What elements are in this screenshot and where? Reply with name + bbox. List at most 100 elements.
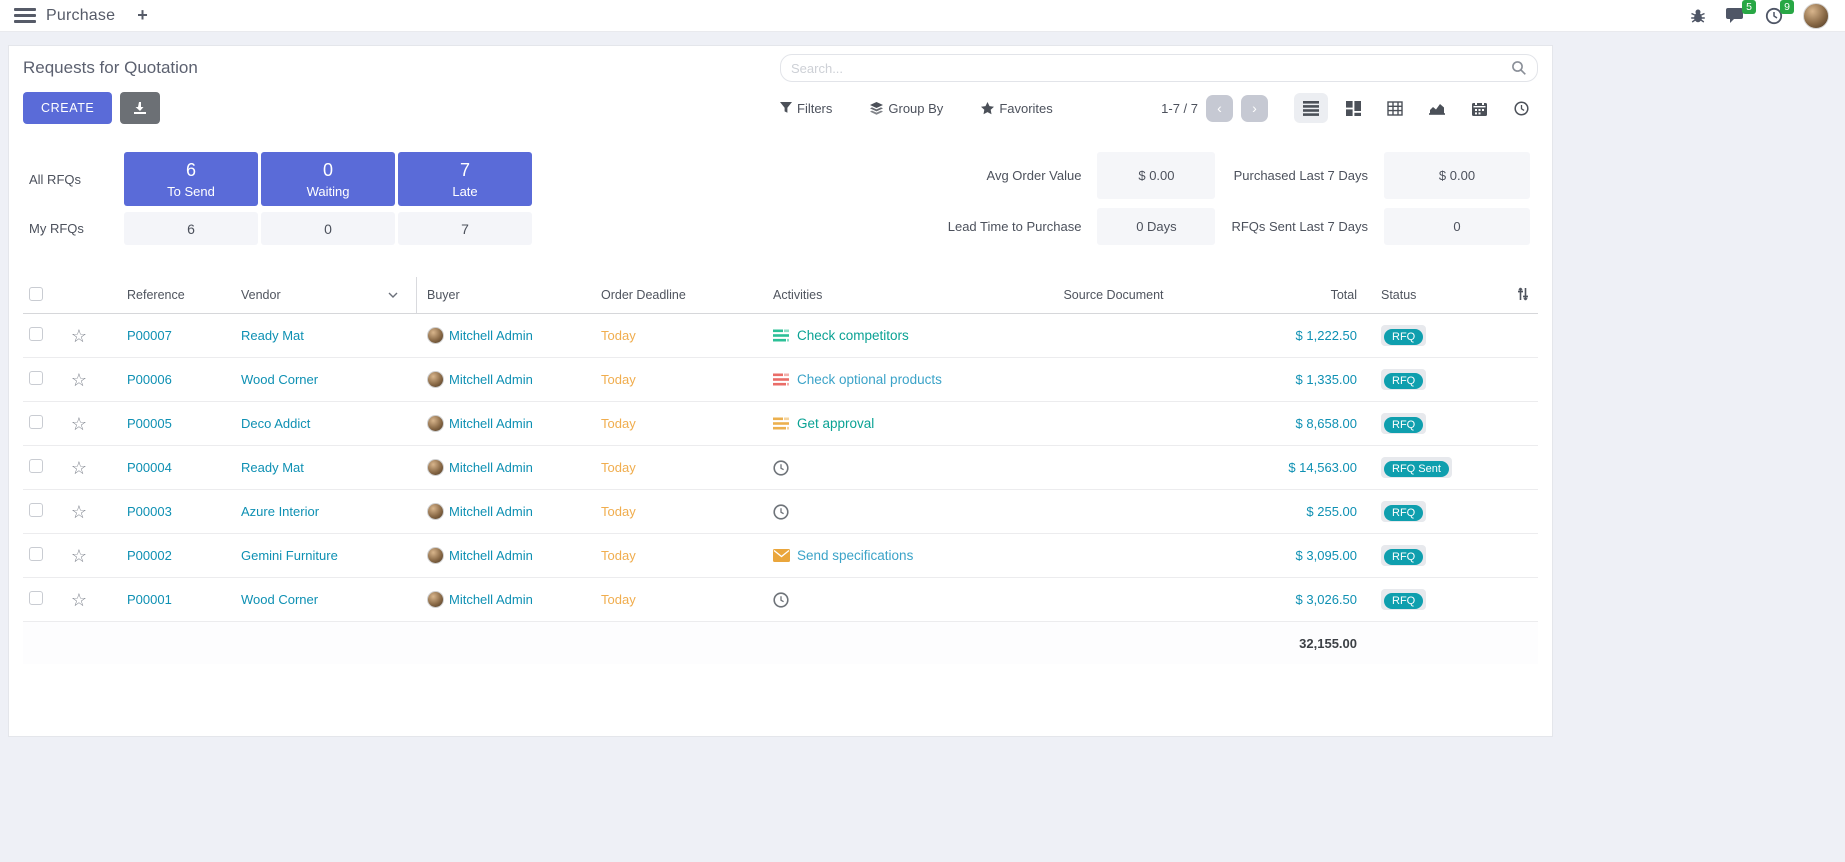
group-by-button[interactable]: Group By: [870, 101, 943, 116]
pivot-view-button[interactable]: [1378, 93, 1412, 123]
order-deadline-value[interactable]: Today: [601, 504, 636, 519]
activity-state-icon[interactable]: [773, 459, 793, 476]
order-deadline-value[interactable]: Today: [601, 548, 636, 563]
reference-link[interactable]: P00002: [127, 548, 172, 563]
purchased-last-7-days[interactable]: $ 0.00: [1384, 152, 1530, 200]
buyer-link[interactable]: Mitchell Admin: [449, 460, 533, 475]
reference-link[interactable]: P00001: [127, 592, 172, 607]
rfqs-sent-last-7-days[interactable]: 0: [1384, 207, 1530, 245]
row-checkbox[interactable]: [29, 371, 43, 385]
activity-state-icon[interactable]: [773, 417, 793, 431]
kanban-view-button[interactable]: [1336, 93, 1370, 123]
buyer-link[interactable]: Mitchell Admin: [449, 372, 533, 387]
my-waiting-tile[interactable]: 0: [261, 212, 395, 245]
column-header-order-deadline[interactable]: Order Deadline: [601, 288, 686, 302]
reference-link[interactable]: P00004: [127, 460, 172, 475]
table-row[interactable]: ☆ P00006 Wood Corner Mitchell Admin Toda…: [23, 358, 1538, 402]
messages-icon[interactable]: 5: [1726, 0, 1756, 24]
buyer-link[interactable]: Mitchell Admin: [449, 592, 533, 607]
select-all-checkbox[interactable]: [29, 286, 43, 301]
vendor-link[interactable]: Wood Corner: [241, 592, 319, 607]
pager-previous-button[interactable]: ‹: [1206, 94, 1233, 122]
favorite-star-icon[interactable]: ☆: [70, 501, 88, 522]
favorites-button[interactable]: Favorites: [981, 101, 1053, 116]
order-deadline-value[interactable]: Today: [601, 592, 636, 607]
table-row[interactable]: ☆ P00007 Ready Mat Mitchell Admin Today: [23, 314, 1538, 358]
search-input[interactable]: [791, 60, 1511, 76]
create-button[interactable]: CREATE: [23, 92, 113, 124]
row-checkbox[interactable]: [29, 503, 43, 517]
favorite-star-icon[interactable]: ☆: [70, 325, 88, 346]
row-checkbox[interactable]: [29, 327, 43, 341]
column-header-vendor[interactable]: Vendor: [241, 288, 416, 302]
favorite-star-icon[interactable]: ☆: [70, 589, 88, 610]
row-checkbox[interactable]: [29, 591, 43, 605]
avg-order-value[interactable]: $ 0.00: [1097, 152, 1216, 200]
lead-time-to-purchase[interactable]: 0 Days: [1097, 207, 1216, 245]
vendor-link[interactable]: Azure Interior: [241, 504, 320, 519]
search-icon[interactable]: [1511, 60, 1527, 76]
column-header-total[interactable]: Total: [1330, 288, 1357, 302]
table-row[interactable]: ☆ P00003 Azure Interior Mitchell Admin T…: [23, 490, 1538, 534]
activity-view-button[interactable]: [1504, 93, 1538, 123]
row-checkbox[interactable]: [29, 415, 43, 429]
favorite-star-icon[interactable]: ☆: [70, 457, 88, 478]
order-deadline-value[interactable]: Today: [601, 372, 636, 387]
order-deadline-value[interactable]: Today: [601, 416, 636, 431]
order-deadline-value[interactable]: Today: [601, 328, 636, 343]
table-row[interactable]: ☆ P00005 Deco Addict Mitchell Admin Toda…: [23, 402, 1538, 446]
row-checkbox[interactable]: [29, 459, 43, 473]
column-header-buyer[interactable]: Buyer: [416, 277, 601, 313]
vendor-link[interactable]: Wood Corner: [241, 372, 319, 387]
waiting-tile[interactable]: 0 Waiting: [261, 152, 395, 206]
activity-summary-link[interactable]: Get approval: [797, 416, 875, 431]
buyer-link[interactable]: Mitchell Admin: [449, 504, 533, 519]
column-header-activities[interactable]: Activities: [773, 288, 823, 302]
vendor-link[interactable]: Deco Addict: [241, 416, 311, 431]
row-checkbox[interactable]: [29, 547, 43, 561]
user-avatar[interactable]: [1803, 2, 1829, 29]
late-tile[interactable]: 7 Late: [398, 152, 532, 206]
calendar-view-button[interactable]: [1462, 93, 1496, 123]
search-bar[interactable]: [780, 54, 1538, 82]
table-row[interactable]: ☆ P00001 Wood Corner Mitchell Admin Toda…: [23, 578, 1538, 622]
reference-link[interactable]: P00003: [127, 504, 172, 519]
reference-link[interactable]: P00006: [127, 372, 172, 387]
filters-button[interactable]: Filters: [780, 101, 832, 116]
vendor-link[interactable]: Gemini Furniture: [241, 548, 338, 563]
activities-clock-icon[interactable]: 9: [1765, 0, 1794, 25]
new-tab-button[interactable]: +: [137, 5, 148, 25]
activity-summary-link[interactable]: Check competitors: [797, 328, 909, 343]
table-row[interactable]: ☆ P00004 Ready Mat Mitchell Admin Today: [23, 446, 1538, 490]
apps-menu-icon[interactable]: [10, 3, 40, 29]
order-deadline-value[interactable]: Today: [601, 460, 636, 475]
buyer-link[interactable]: Mitchell Admin: [449, 416, 533, 431]
activity-state-icon[interactable]: [773, 503, 793, 520]
my-late-tile[interactable]: 7: [398, 212, 532, 245]
debug-icon[interactable]: [1690, 8, 1706, 24]
column-header-status[interactable]: Status: [1381, 288, 1417, 302]
favorite-star-icon[interactable]: ☆: [70, 413, 88, 434]
buyer-link[interactable]: Mitchell Admin: [449, 328, 533, 343]
activity-state-icon[interactable]: [773, 373, 793, 387]
favorite-star-icon[interactable]: ☆: [70, 369, 88, 390]
activity-state-icon[interactable]: [773, 329, 793, 343]
column-header-source-document[interactable]: Source Document: [1063, 288, 1164, 302]
my-rfqs-filter[interactable]: My RFQs: [29, 221, 84, 236]
list-view-button[interactable]: [1294, 93, 1328, 123]
activity-state-icon[interactable]: [773, 591, 793, 608]
activity-state-icon[interactable]: [773, 549, 793, 562]
activity-summary-link[interactable]: Send specifications: [797, 548, 914, 563]
favorite-star-icon[interactable]: ☆: [70, 545, 88, 566]
to-send-tile[interactable]: 6 To Send: [124, 152, 258, 206]
reference-link[interactable]: P00005: [127, 416, 172, 431]
vendor-link[interactable]: Ready Mat: [241, 460, 304, 475]
optional-columns-icon[interactable]: [1516, 287, 1530, 304]
sort-descending-icon[interactable]: [388, 292, 398, 298]
vendor-link[interactable]: Ready Mat: [241, 328, 304, 343]
table-row[interactable]: ☆ P00002 Gemini Furniture Mitchell Admin…: [23, 534, 1538, 578]
reference-link[interactable]: P00007: [127, 328, 172, 343]
my-to-send-tile[interactable]: 6: [124, 212, 258, 245]
export-button[interactable]: [120, 92, 161, 124]
all-rfqs-filter[interactable]: All RFQs: [29, 171, 81, 187]
